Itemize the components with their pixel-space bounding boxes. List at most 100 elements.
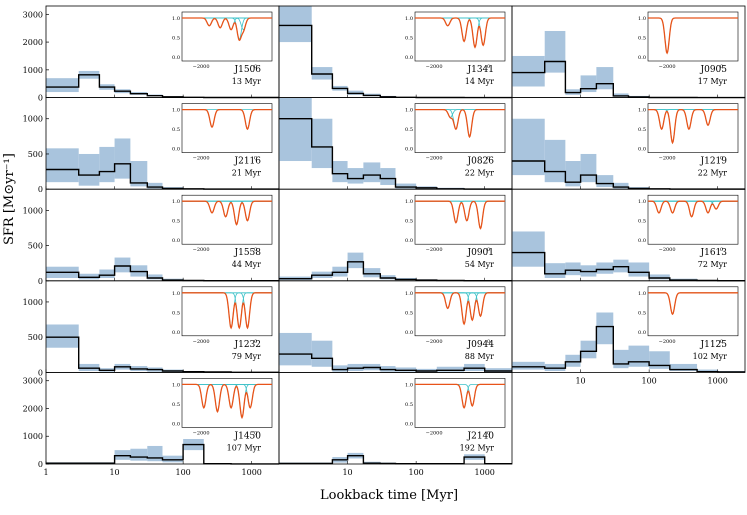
- y-tick-label: 1000: [23, 432, 43, 441]
- panel-age-label: 14 Myr: [465, 77, 494, 86]
- panel-age-label: 54 Myr: [465, 260, 494, 269]
- sfr-band: [99, 147, 114, 182]
- inset-y-tick-label: 1.0: [405, 382, 413, 388]
- sfr-band: [649, 351, 670, 369]
- inset-y-tick-label: 0.5: [405, 402, 413, 408]
- sfr-band: [99, 270, 114, 278]
- inset-y-tick-label: 1.0: [405, 108, 413, 114]
- sfr-band: [581, 341, 597, 359]
- inset-y-tick-label: 0.0: [405, 330, 413, 336]
- sfr-band: [581, 75, 597, 92]
- sfr-band: [46, 324, 79, 347]
- sfr-band: [46, 148, 79, 182]
- panel-age-label: 192 Myr: [460, 443, 495, 452]
- panel-age-label: 22 Myr: [465, 169, 494, 178]
- sfr-band: [332, 365, 347, 371]
- panel-name-label: J2116: [233, 157, 261, 167]
- inset-x-tick-label: −2000: [659, 64, 676, 70]
- sfr-band: [79, 154, 100, 186]
- sfr-band: [79, 364, 100, 371]
- sfr-band: [79, 274, 100, 280]
- y-tick-label: 500: [28, 242, 43, 251]
- x-tick-label: 10: [109, 468, 119, 477]
- inset-y-tick-label: 0.5: [638, 219, 646, 225]
- inset-y-tick-label: 0.0: [638, 330, 646, 336]
- sfr-band: [380, 275, 395, 279]
- sfr-band: [629, 346, 650, 367]
- inset-frame: [182, 104, 272, 153]
- inset-frame: [648, 287, 738, 336]
- sfr-band: [565, 262, 580, 275]
- y-tick-label: 0: [38, 277, 43, 286]
- panel-age-label: 79 Myr: [232, 352, 261, 361]
- inset-y-tick-label: 0.5: [172, 402, 180, 408]
- inset-y-tick-label: 0.0: [638, 238, 646, 244]
- x-tick-label: 1000: [242, 468, 262, 477]
- panel-age-label: 22 Myr: [698, 169, 727, 178]
- y-tick-label: 3000: [23, 10, 43, 19]
- panel-name-label: J0944: [466, 340, 494, 350]
- inset-y-tick-label: 0.5: [638, 127, 646, 133]
- sfr-band: [115, 258, 131, 273]
- panel-name-label: J1219: [699, 157, 727, 167]
- sfr-band: [279, 333, 312, 365]
- inset-y-tick-label: 0.0: [172, 147, 180, 153]
- inset-y-tick-label: 1.0: [172, 108, 180, 114]
- inset-y-tick-label: 1.0: [638, 16, 646, 22]
- y-tick-label: 0: [38, 185, 43, 194]
- inset-x-tick-label: −2000: [426, 339, 443, 345]
- panel-name-label: J1558: [233, 248, 261, 258]
- sfr-band: [512, 119, 545, 175]
- sfr-band: [512, 231, 545, 266]
- panel-age-label: 17 Myr: [698, 77, 727, 86]
- panel-name-label: J0905: [699, 65, 727, 75]
- sfr-band: [115, 450, 131, 460]
- sfr-band: [363, 162, 380, 182]
- sfr-band: [581, 154, 597, 182]
- inset-y-tick-label: 0.5: [405, 36, 413, 42]
- y-tick-label: 0: [38, 94, 43, 103]
- y-tick-label: 500: [28, 333, 43, 342]
- sfr-band: [545, 31, 566, 73]
- inset-y-tick-label: 1.0: [172, 199, 180, 205]
- x-tick-label: 1: [43, 468, 48, 477]
- panel-age-label: 13 Myr: [232, 77, 261, 86]
- sfr-band: [613, 350, 628, 368]
- inset-y-tick-label: 0.0: [405, 147, 413, 153]
- inset-frame: [182, 378, 272, 427]
- sfr-band: [629, 262, 650, 276]
- x-axis-label: Lookback time [Myr]: [320, 488, 458, 503]
- y-tick-label: 500: [28, 150, 43, 159]
- sfr-band: [348, 168, 364, 184]
- inset-frame: [415, 12, 505, 61]
- inset-x-tick-label: −2000: [193, 156, 210, 162]
- panel-name-label: J0826: [466, 157, 494, 167]
- x-tick-label: 100: [409, 468, 424, 477]
- panel-name-label: J0901: [466, 248, 494, 258]
- inset-y-tick-label: 0.5: [172, 219, 180, 225]
- inset-y-tick-label: 0.0: [638, 147, 646, 153]
- inset-x-tick-label: −2000: [193, 430, 210, 436]
- inset-y-tick-label: 1.0: [638, 291, 646, 297]
- inset-frame: [415, 104, 505, 153]
- sfr-band: [596, 67, 613, 89]
- sfr-band: [348, 364, 364, 371]
- y-tick-label: 2000: [23, 404, 43, 413]
- sfr-band: [312, 341, 333, 367]
- sfr-band: [380, 168, 395, 185]
- inset-frame: [415, 378, 505, 427]
- inset-y-tick-label: 1.0: [405, 16, 413, 22]
- inset-x-tick-label: −2000: [659, 247, 676, 253]
- sfr-band: [545, 364, 566, 371]
- inset-y-tick-label: 0.5: [172, 36, 180, 42]
- sfr-band: [46, 78, 79, 92]
- inset-x-tick-label: −2000: [426, 64, 443, 70]
- inset-y-tick-label: 1.0: [172, 291, 180, 297]
